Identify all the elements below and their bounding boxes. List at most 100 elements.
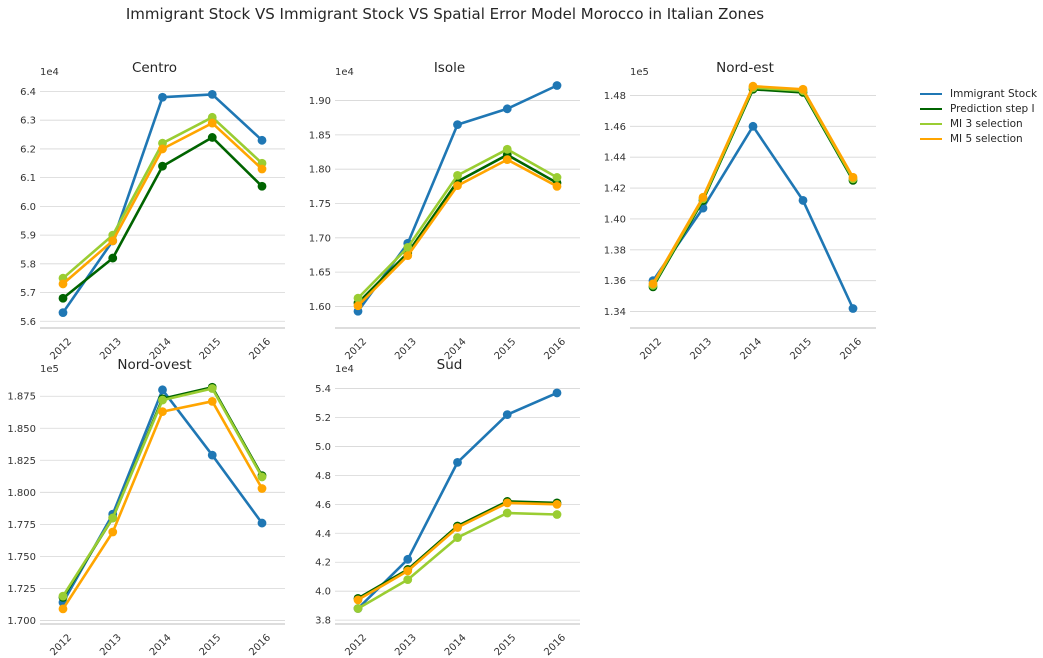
- panel-title: Isole: [434, 60, 465, 76]
- y-tick-label: 6.3: [20, 116, 36, 127]
- data-point-mi-5-selection: [552, 499, 562, 509]
- legend-label-mi-3-selection: MI 3 selection: [950, 117, 1023, 130]
- legend-swatch-mi-3-selection: [920, 122, 942, 125]
- series-mi-5-selection: [58, 396, 267, 614]
- data-point-mi-3-selection: [108, 513, 118, 523]
- y-tick-label: 4.8: [315, 471, 331, 482]
- data-point-mi-5-selection: [353, 301, 363, 311]
- data-point-immigrant-stock: [502, 104, 512, 114]
- y-offset-label: 1e5: [40, 364, 59, 375]
- y-tick-label: 4.2: [315, 558, 331, 569]
- series-immigrant-stock: [58, 89, 267, 318]
- data-point-immigrant-stock: [158, 92, 167, 102]
- legend-item-mi-3-selection: MI 3 selection: [920, 116, 1037, 131]
- data-point-prediction-step-i: [158, 161, 167, 171]
- data-point-immigrant-stock: [453, 120, 462, 129]
- y-tick-label: 5.0: [315, 442, 331, 453]
- series-line-mi-5-selection: [61, 399, 264, 610]
- y-tick-label: 1.48: [604, 91, 626, 102]
- data-point-immigrant-stock: [552, 388, 562, 398]
- x-tick-label: 2013: [393, 632, 419, 658]
- y-tick-label: 1.725: [7, 584, 36, 595]
- data-point-immigrant-stock: [257, 518, 267, 528]
- data-point-mi-5-selection: [158, 144, 167, 154]
- series-immigrant-stock: [353, 388, 562, 613]
- y-tick-label: 5.4: [315, 384, 331, 395]
- data-point-prediction-step-i: [58, 293, 68, 303]
- y-offset-label: 1e4: [40, 67, 59, 78]
- series-line-mi-3-selection: [651, 86, 855, 286]
- x-tick-label: 2016: [542, 336, 568, 362]
- y-tick-label: 4.4: [315, 529, 331, 540]
- legend-label-immigrant-stock: Immigrant Stock: [950, 87, 1038, 100]
- x-tick-label: 2016: [542, 632, 568, 658]
- series-mi-3-selection: [58, 112, 267, 283]
- data-point-mi-5-selection: [453, 181, 462, 191]
- y-tick-label: 5.7: [20, 288, 36, 299]
- data-point-mi-3-selection: [158, 395, 167, 405]
- legend-item-mi-5-selection: MI 5 selection: [920, 131, 1037, 146]
- y-tick-label: 1.700: [7, 616, 36, 627]
- x-tick-label: 2016: [838, 336, 864, 362]
- y-tick-label: 4.0: [315, 587, 331, 598]
- legend-swatch-prediction-step-i: [920, 107, 942, 110]
- series-mi-5-selection: [58, 118, 267, 289]
- y-offset-label: 1e4: [335, 364, 354, 375]
- y-tick-label: 1.750: [7, 552, 36, 563]
- x-tick-label: 2012: [638, 336, 664, 362]
- data-point-mi-5-selection: [207, 118, 217, 128]
- series-mi-3-selection: [353, 144, 562, 303]
- series-mi-5-selection: [648, 81, 858, 289]
- y-tick-label: 1.70: [309, 233, 331, 244]
- y-tick-label: 3.8: [315, 616, 331, 627]
- series-mi-5-selection: [353, 498, 562, 605]
- series-line-immigrant-stock: [61, 93, 263, 314]
- y-tick-label: 1.85: [309, 130, 331, 141]
- data-point-mi-5-selection: [207, 396, 217, 406]
- y-offset-label: 1e4: [335, 67, 354, 78]
- data-point-mi-5-selection: [257, 164, 267, 174]
- panel-nord-ovest: 1.700 1.725 1.750 1.775 1.800 1.825 1.850 1.875…: [7, 357, 285, 658]
- data-point-mi-5-selection: [353, 595, 363, 605]
- x-tick-label: 2016: [247, 632, 273, 658]
- series-line-prediction-step-i: [62, 136, 263, 300]
- data-point-immigrant-stock: [798, 196, 808, 205]
- data-point-mi-5-selection: [848, 172, 858, 182]
- x-tick-label: 2015: [788, 336, 814, 362]
- legend: Immigrant Stock Prediction step I MI 3 s…: [920, 86, 1037, 146]
- panel-isole: 1.60 1.65 1.70 1.75 1.80 1.85 1.90 1e4 Isole 2012…: [309, 60, 580, 362]
- x-tick-label: 2014: [148, 632, 174, 658]
- data-point-mi-5-selection: [58, 604, 68, 614]
- series-line-immigrant-stock: [651, 125, 855, 310]
- data-point-immigrant-stock: [207, 89, 217, 99]
- data-point-mi-3-selection: [403, 243, 413, 252]
- y-tick-label: 1.36: [604, 276, 626, 287]
- data-point-mi-3-selection: [502, 508, 512, 518]
- data-point-mi-3-selection: [453, 533, 462, 543]
- y-tick-label: 6.0: [20, 202, 36, 213]
- data-point-mi-3-selection: [552, 510, 562, 519]
- x-tick-label: 2015: [198, 632, 224, 658]
- panel-centro: 5.6 5.7 5.8 5.9 6.0 6.1 6.2 6.3 6.4 1e4 Centro 2012…: [20, 60, 285, 362]
- data-point-mi-3-selection: [58, 591, 68, 601]
- series-mi-3-selection: [58, 384, 267, 601]
- y-tick-label: 6.1: [20, 173, 36, 184]
- y-tick-label: 1.34: [604, 307, 626, 318]
- data-point-mi-5-selection: [502, 155, 512, 164]
- y-tick-label: 5.6: [20, 317, 36, 328]
- y-tick-label: 6.4: [20, 87, 36, 98]
- legend-swatch-mi-5-selection: [920, 137, 942, 140]
- data-point-mi-5-selection: [403, 566, 413, 576]
- series-line-mi-5-selection: [357, 501, 558, 601]
- y-tick-label: 1.875: [7, 392, 36, 403]
- data-point-mi-5-selection: [108, 236, 118, 246]
- y-tick-label: 1.75: [309, 199, 331, 210]
- y-tick-label: 1.90: [309, 96, 331, 107]
- data-point-immigrant-stock: [848, 304, 858, 313]
- y-tick-label: 5.8: [20, 259, 36, 270]
- panel-title: Nord-est: [716, 60, 774, 76]
- x-tick-label: 2013: [688, 336, 714, 362]
- data-point-mi-3-selection: [353, 604, 363, 613]
- data-point-mi-5-selection: [403, 251, 413, 261]
- data-point-mi-5-selection: [108, 527, 118, 537]
